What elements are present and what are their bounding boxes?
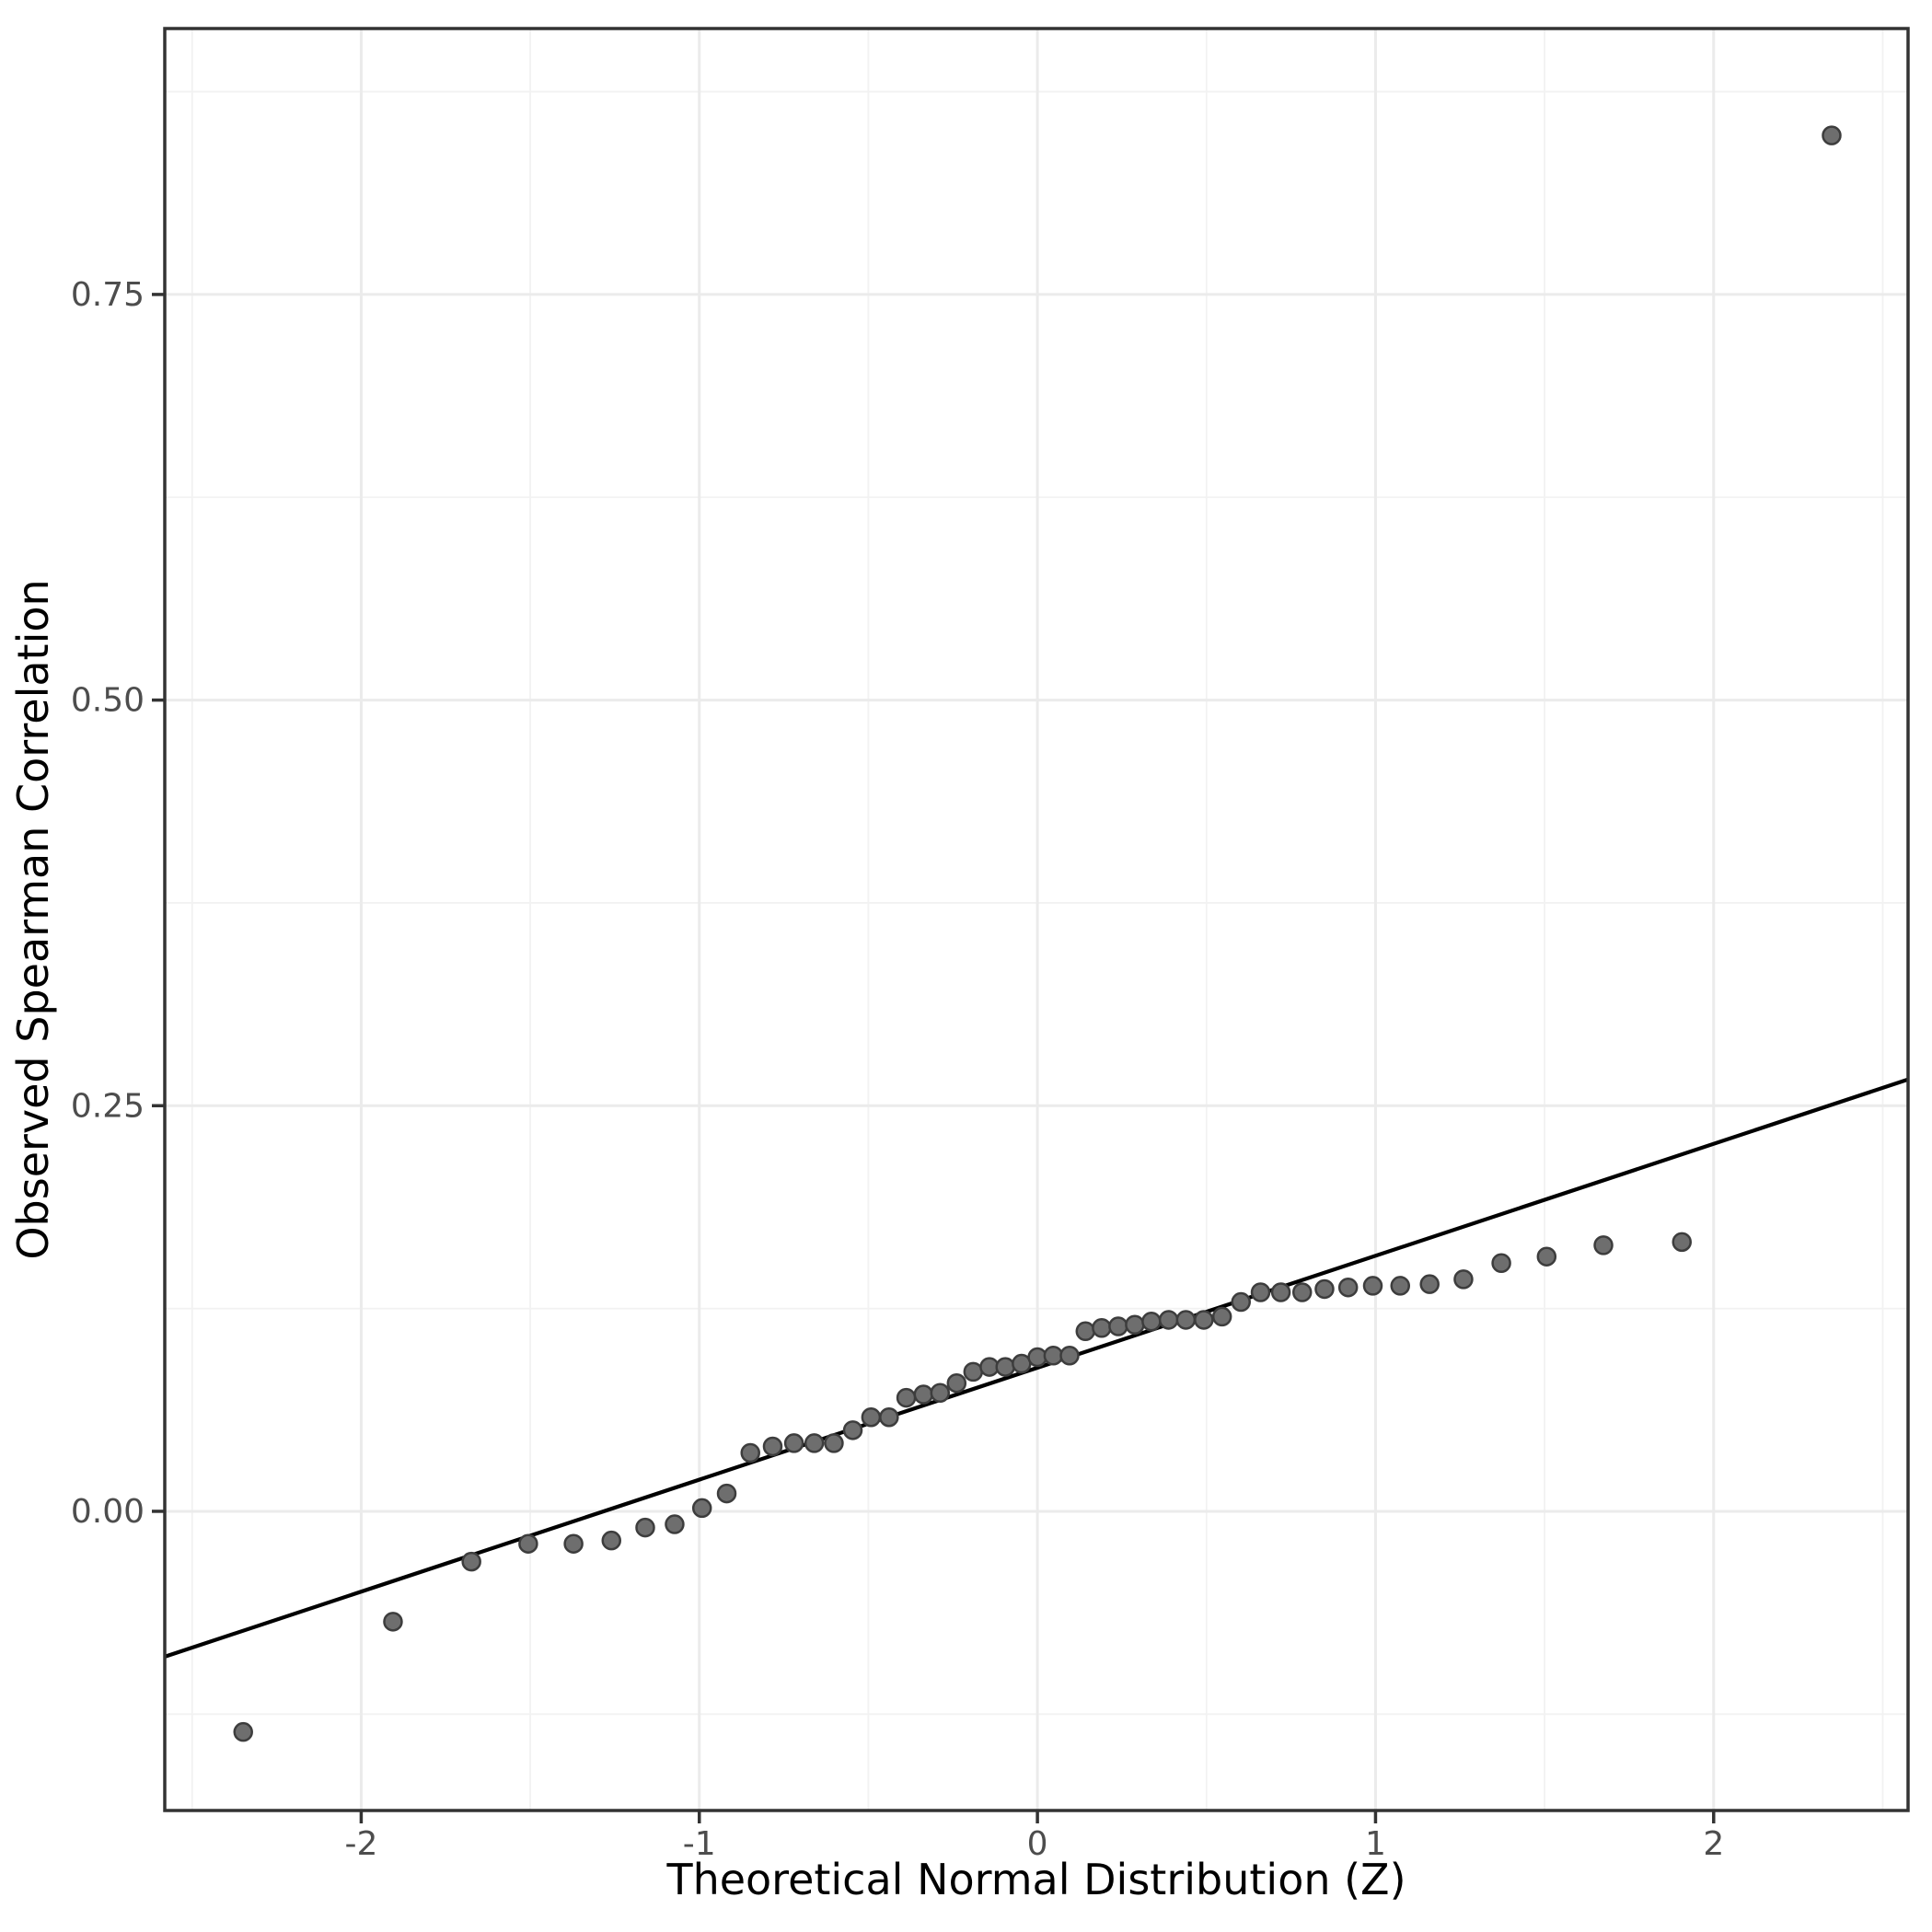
data-point	[861, 1406, 882, 1428]
data-point	[1125, 1314, 1145, 1335]
data-point	[635, 1517, 655, 1538]
data-point	[1231, 1291, 1251, 1313]
x-tick-label: -2	[344, 1825, 377, 1863]
data-point	[1158, 1310, 1179, 1330]
data-point	[1672, 1232, 1693, 1253]
data-point	[1043, 1345, 1064, 1366]
data-point	[1059, 1345, 1080, 1366]
data-point	[842, 1420, 863, 1440]
data-point	[383, 1612, 403, 1632]
y-axis-title: Observed Spearman Correlation	[8, 579, 58, 1259]
data-point	[1250, 1282, 1271, 1302]
data-point	[1390, 1276, 1411, 1296]
data-points-group	[233, 125, 1842, 1742]
data-point	[1536, 1246, 1557, 1267]
data-point	[1175, 1310, 1197, 1330]
x-axis-tick-labels: -2 -1 0 1 2	[344, 1825, 1724, 1863]
x-tick-label: -1	[683, 1825, 716, 1863]
data-point	[930, 1382, 951, 1404]
data-point	[1211, 1306, 1232, 1327]
data-point	[1419, 1274, 1440, 1294]
data-point	[518, 1533, 538, 1554]
y-tick-label: 0.75	[71, 276, 145, 314]
data-point	[563, 1533, 584, 1554]
data-point	[233, 1721, 253, 1742]
data-point	[1194, 1310, 1214, 1330]
data-point	[1141, 1311, 1162, 1332]
data-point	[1822, 125, 1842, 145]
data-point	[1270, 1282, 1291, 1302]
data-point	[1314, 1278, 1335, 1300]
axis-tick-marks	[152, 293, 1716, 1823]
y-tick-label: 0.25	[71, 1087, 145, 1125]
data-point	[1362, 1276, 1383, 1296]
data-point	[691, 1498, 712, 1519]
data-point	[963, 1361, 984, 1382]
data-point	[896, 1387, 917, 1408]
qq-reference-line-group	[164, 1077, 1909, 1659]
data-point	[716, 1483, 737, 1504]
y-tick-label: 0.00	[71, 1493, 145, 1531]
data-point	[1337, 1277, 1359, 1298]
data-point	[913, 1384, 934, 1405]
data-point	[1027, 1347, 1047, 1368]
x-tick-label: 2	[1703, 1825, 1724, 1863]
major-gridlines	[165, 29, 1908, 1811]
y-axis-tick-labels: 0.00 0.25 0.50 0.75	[71, 276, 145, 1531]
data-point	[783, 1433, 804, 1453]
data-point	[1291, 1282, 1313, 1302]
data-point	[762, 1436, 783, 1457]
data-point	[804, 1433, 825, 1453]
data-point	[824, 1433, 844, 1453]
data-point	[879, 1406, 899, 1428]
data-point	[1075, 1321, 1096, 1342]
data-point	[665, 1514, 685, 1534]
data-point	[1593, 1235, 1614, 1255]
x-tick-label: 0	[1027, 1825, 1048, 1863]
qq-reference-line	[164, 1077, 1909, 1659]
data-point	[601, 1530, 622, 1551]
data-point	[1491, 1253, 1511, 1274]
data-point	[1108, 1316, 1128, 1336]
y-tick-label: 0.50	[71, 682, 145, 720]
data-point	[740, 1442, 760, 1463]
data-point	[1453, 1269, 1474, 1290]
x-tick-label: 1	[1365, 1825, 1386, 1863]
data-point	[1092, 1318, 1112, 1338]
data-point	[995, 1357, 1015, 1377]
x-axis-title: Theoretical Normal Distribution (Z)	[665, 1855, 1406, 1904]
data-point	[946, 1372, 967, 1394]
data-point	[461, 1551, 481, 1572]
